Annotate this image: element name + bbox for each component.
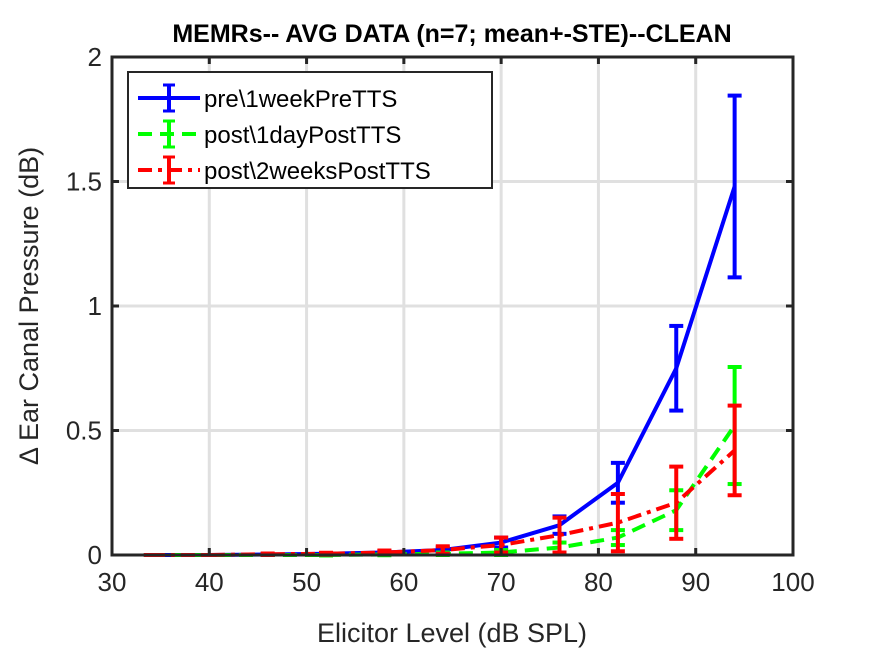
error-bar <box>610 491 625 554</box>
y-tick-label: 1 <box>88 291 102 321</box>
series-line-1 <box>150 424 737 557</box>
x-tick-label: 40 <box>195 567 224 597</box>
legend-label: post\2weeksPostTTS <box>204 158 431 185</box>
series-line-0 <box>150 185 737 557</box>
y-tick-label: 2 <box>88 42 102 72</box>
ticks: 30 40 50 60 70 80 90 100 0 0.5 1 1.5 2 <box>66 42 815 597</box>
error-bar <box>727 403 742 498</box>
chart-title: MEMRs-- AVG DATA (n=7; mean+-STE)--CLEAN <box>172 20 731 48</box>
x-tick-label: 80 <box>584 567 613 597</box>
x-tick-label: 90 <box>681 567 710 597</box>
legend: pre\1weekPreTTS post\1dayPostTTS post\2wee… <box>127 71 493 189</box>
x-axis-label: Elicitor Level (dB SPL) <box>317 618 587 648</box>
y-tick-label: 1.5 <box>66 167 102 197</box>
legend-item: pre\1weekPreTTS <box>138 83 397 113</box>
x-tick-label: 60 <box>389 567 418 597</box>
x-tick-label: 50 <box>292 567 321 597</box>
error-bar <box>669 323 684 413</box>
legend-label: pre\1weekPreTTS <box>204 86 397 113</box>
x-tick-label: 100 <box>771 567 814 597</box>
x-tick-label: 30 <box>98 567 127 597</box>
error-bar <box>727 93 742 280</box>
legend-label: post\1dayPostTTS <box>204 122 401 149</box>
error-bar <box>669 464 684 541</box>
y-tick-label: 0.5 <box>66 416 102 446</box>
legend-item: post\1dayPostTTS <box>138 119 401 149</box>
series-line-2 <box>150 448 736 557</box>
x-tick-label: 70 <box>487 567 516 597</box>
y-axis-label: Δ Ear Canal Pressure (dB) <box>14 147 44 465</box>
legend-item: post\2weeksPostTTS <box>138 155 431 185</box>
y-tick-label: 0 <box>88 540 102 570</box>
error-bar <box>552 515 567 555</box>
